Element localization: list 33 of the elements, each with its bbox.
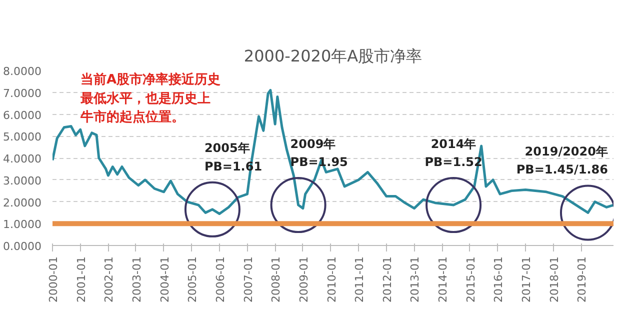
x-tick-label: 2018-01	[548, 256, 561, 302]
annotation: 2019/2020年 PB=1.45/1.86	[516, 144, 608, 177]
x-tick-label: 2013-01	[408, 256, 422, 302]
x-tick-label: 2008-01	[270, 256, 283, 302]
y-tick-label: 5.0000	[3, 130, 42, 144]
x-tick-label: 2002-01	[102, 256, 116, 302]
x-tick-label: 2009-01	[297, 256, 310, 302]
x-tick-label: 2000-01	[47, 256, 60, 302]
x-tick-label: 2014-01	[436, 256, 450, 302]
x-tick-label: 2005-01	[186, 256, 200, 302]
x-tick-label: 2010-01	[325, 256, 338, 302]
y-tick-label: 8.0000	[3, 65, 42, 78]
y-tick-label: 1.0000	[3, 218, 42, 232]
x-tick-label: 2017-01	[520, 256, 534, 302]
annotation: 当前A股市净率接近历史最低水平，也是历史上牛市的起点位置。	[80, 72, 221, 125]
x-tick-label: 2019-01	[576, 256, 589, 302]
x-tick-label: 2012-01	[380, 256, 394, 302]
y-tick-label: 2.0000	[3, 196, 42, 210]
chart-title: 2000-2020年A股市净率	[244, 46, 422, 66]
y-tick-label: 3.0000	[3, 174, 42, 188]
y-tick-label: 7.0000	[3, 86, 42, 100]
y-tick-label: 0.0000	[3, 240, 42, 253]
x-tick-label: 2006-01	[214, 256, 227, 302]
x-tick-label: 2011-01	[353, 256, 366, 302]
x-tick-label: 2003-01	[130, 256, 144, 302]
y-tick-label: 6.0000	[3, 108, 42, 122]
x-tick-label: 2001-01	[74, 256, 88, 302]
x-tick-label: 2015-01	[464, 256, 478, 302]
x-tick-label: 2007-01	[242, 256, 255, 302]
y-tick-label: 4.0000	[3, 152, 42, 166]
line-series	[52, 88, 614, 216]
x-tick-label: 2016-01	[492, 256, 506, 302]
x-tick-label: 2004-01	[158, 256, 172, 302]
